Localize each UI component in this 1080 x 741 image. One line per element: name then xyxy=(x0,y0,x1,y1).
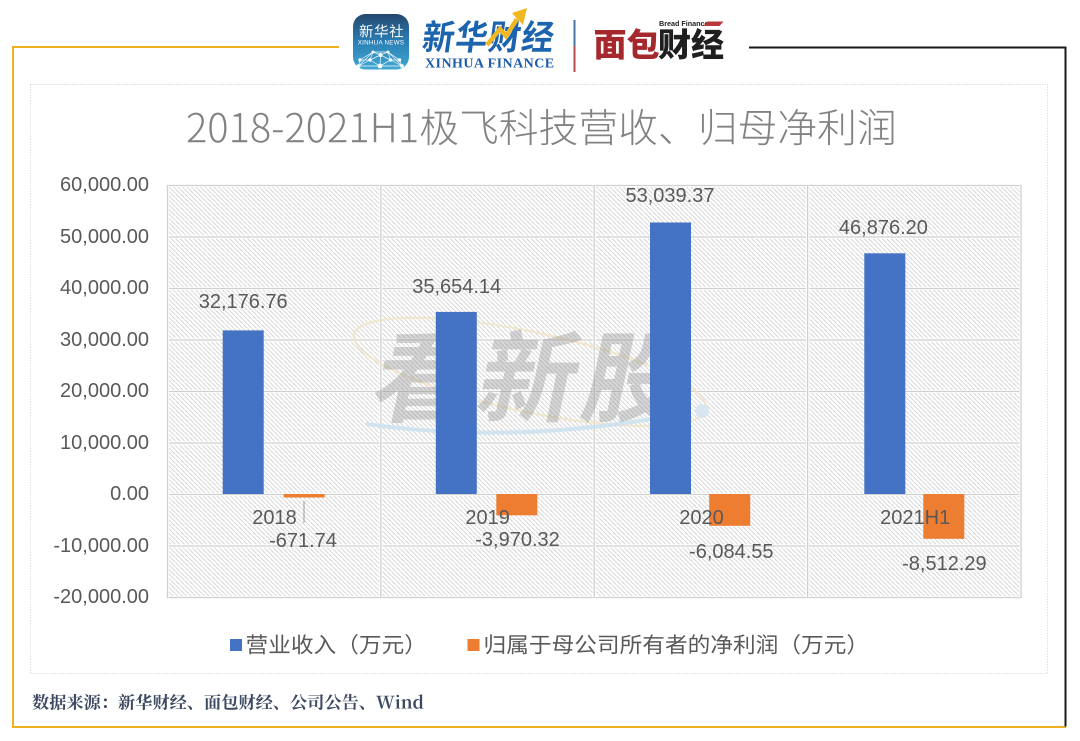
svg-text:XINHUA NEWS: XINHUA NEWS xyxy=(358,39,405,46)
svg-text:XINHUA FINANCE: XINHUA FINANCE xyxy=(425,56,555,71)
svg-text:Bread Finance: Bread Finance xyxy=(659,19,709,28)
